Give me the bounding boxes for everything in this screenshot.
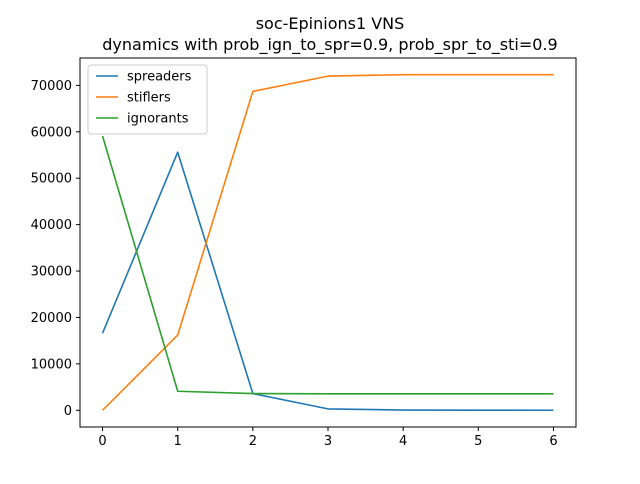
plot-area: 0 1 2 3 4 5 6 0 10000 20000 30000 40000 50000 60000 70…	[31, 57, 577, 449]
chart-subtitle: dynamics with prob_ign_to_spr=0.9, prob_…	[102, 35, 557, 55]
legend-label: spreaders	[127, 70, 192, 85]
series-line-stiflers	[101, 73, 554, 411]
x-tick-label: 2	[249, 434, 257, 449]
legend-label: ignorants	[127, 112, 189, 127]
x-tick-label: 6	[549, 434, 557, 449]
legend-box	[87, 64, 208, 135]
legend: spreaders stiflers ignorants	[87, 64, 208, 135]
chart-title: soc-Epinions1 VNS	[256, 14, 405, 33]
y-tick-label: 20000	[31, 311, 72, 326]
y-tick-label: 50000	[31, 172, 72, 187]
y-tick-label: 30000	[31, 265, 72, 280]
x-tick-label: 0	[98, 434, 106, 449]
series-line-spreaders	[101, 151, 554, 412]
series-line-ignorants	[101, 135, 554, 395]
y-tick-label: 10000	[31, 357, 72, 372]
series-lines	[101, 73, 554, 412]
x-tick-label: 5	[474, 434, 482, 449]
y-tick-label: 0	[64, 404, 72, 419]
y-tick-label: 40000	[31, 218, 72, 233]
y-tick-label: 60000	[31, 125, 72, 140]
y-tick-label: 70000	[31, 79, 72, 94]
x-tick-label: 3	[324, 434, 332, 449]
legend-label: stiflers	[127, 91, 171, 106]
x-tick-label: 4	[399, 434, 407, 449]
x-tick-label: 1	[174, 434, 182, 449]
